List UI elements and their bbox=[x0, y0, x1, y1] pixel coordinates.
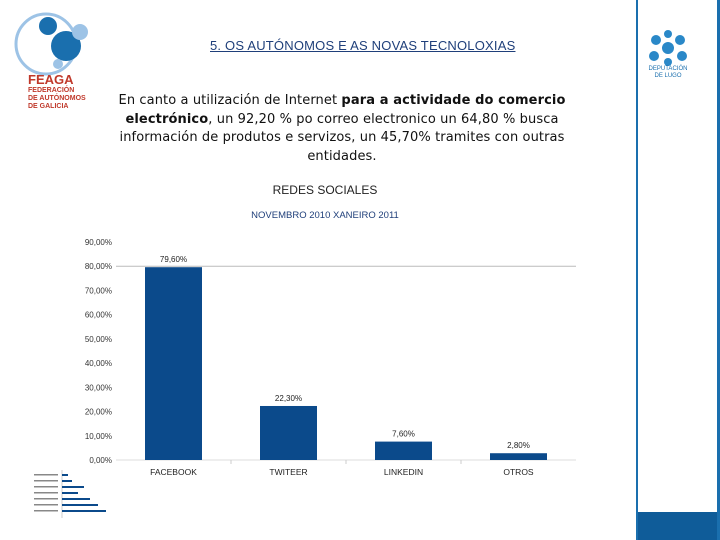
feaga-subtitle-line-2: DE AUTÓNOMOS bbox=[28, 95, 86, 102]
sidebar-strip bbox=[636, 0, 638, 540]
x-tick-label: OTROS bbox=[503, 467, 534, 477]
bar-twiteer bbox=[260, 405, 317, 460]
y-tick-label: 80,00% bbox=[85, 262, 112, 271]
sidebar-bottom-bar bbox=[638, 512, 717, 540]
deputacion-line-2: DE LUGO bbox=[654, 73, 682, 79]
y-tick-label: 20,00% bbox=[85, 408, 112, 417]
feaga-subtitle-line-3: DE GALICIA bbox=[28, 103, 69, 110]
y-tick-label: 30,00% bbox=[85, 383, 112, 392]
bar-chart: 0,00% 10,00% 20,00% 30,00% 40,00% 50,00% 60,00… bbox=[85, 238, 576, 477]
feaga-logo bbox=[8, 6, 108, 124]
y-tick-label: 90,00% bbox=[85, 238, 112, 247]
paragraph-text-2: , un 92,20 % po correo electronico un 64… bbox=[119, 111, 565, 164]
y-tick-label: 50,00% bbox=[85, 335, 112, 344]
deputacion-logo-text: DEPUTACIÓN DE LUGO bbox=[632, 66, 704, 80]
data-label: 79,60% bbox=[160, 255, 187, 264]
intro-paragraph: En canto a utilización de Internet para … bbox=[112, 92, 572, 166]
feaga-subtitle-line-1: FEDERACIÓN bbox=[28, 87, 75, 94]
bar-otros bbox=[490, 453, 547, 460]
bar-facebook bbox=[145, 267, 202, 460]
y-tick-label: 70,00% bbox=[85, 286, 112, 295]
y-tick-label: 0,00% bbox=[89, 456, 112, 465]
feaga-logo-graphic bbox=[14, 12, 88, 76]
deputacion-logo bbox=[649, 30, 687, 66]
x-tick-label: TWITEER bbox=[269, 467, 307, 477]
slide-title: 5. OS AUTÓNOMOS E AS NOVAS TECNOLOXIAS bbox=[210, 38, 516, 53]
right-sidebar bbox=[628, 0, 720, 540]
data-label: 22,30% bbox=[275, 394, 302, 403]
thumbnail-chart-icon bbox=[32, 466, 114, 524]
data-label: 7,60% bbox=[392, 430, 415, 439]
y-tick-label: 40,00% bbox=[85, 359, 112, 368]
bar-linkedin bbox=[375, 441, 432, 460]
deputacion-line-1: DEPUTACIÓN bbox=[648, 66, 688, 72]
data-label: 2,80% bbox=[507, 441, 530, 450]
feaga-logo-subtitle: FEDERACIÓN DE AUTÓNOMOS DE GALICIA bbox=[28, 87, 98, 111]
paragraph-text-1: En canto a utilización de Internet bbox=[118, 93, 342, 108]
paragraph-bold-text: para a actividade do comercio electrónic… bbox=[125, 93, 566, 127]
y-tick-label: 10,00% bbox=[85, 432, 112, 441]
x-tick-label: LINKEDIN bbox=[384, 467, 423, 477]
chart-title: REDES SOCIALES bbox=[272, 183, 378, 197]
chart-subtitle: NOVEMBRO 2010 XANEIRO 2011 bbox=[251, 210, 399, 221]
y-tick-label: 60,00% bbox=[85, 311, 112, 320]
x-tick-label: FACEBOOK bbox=[150, 467, 197, 477]
feaga-logo-name: FEAGA bbox=[28, 72, 74, 87]
sidebar-strip-right bbox=[717, 0, 720, 540]
